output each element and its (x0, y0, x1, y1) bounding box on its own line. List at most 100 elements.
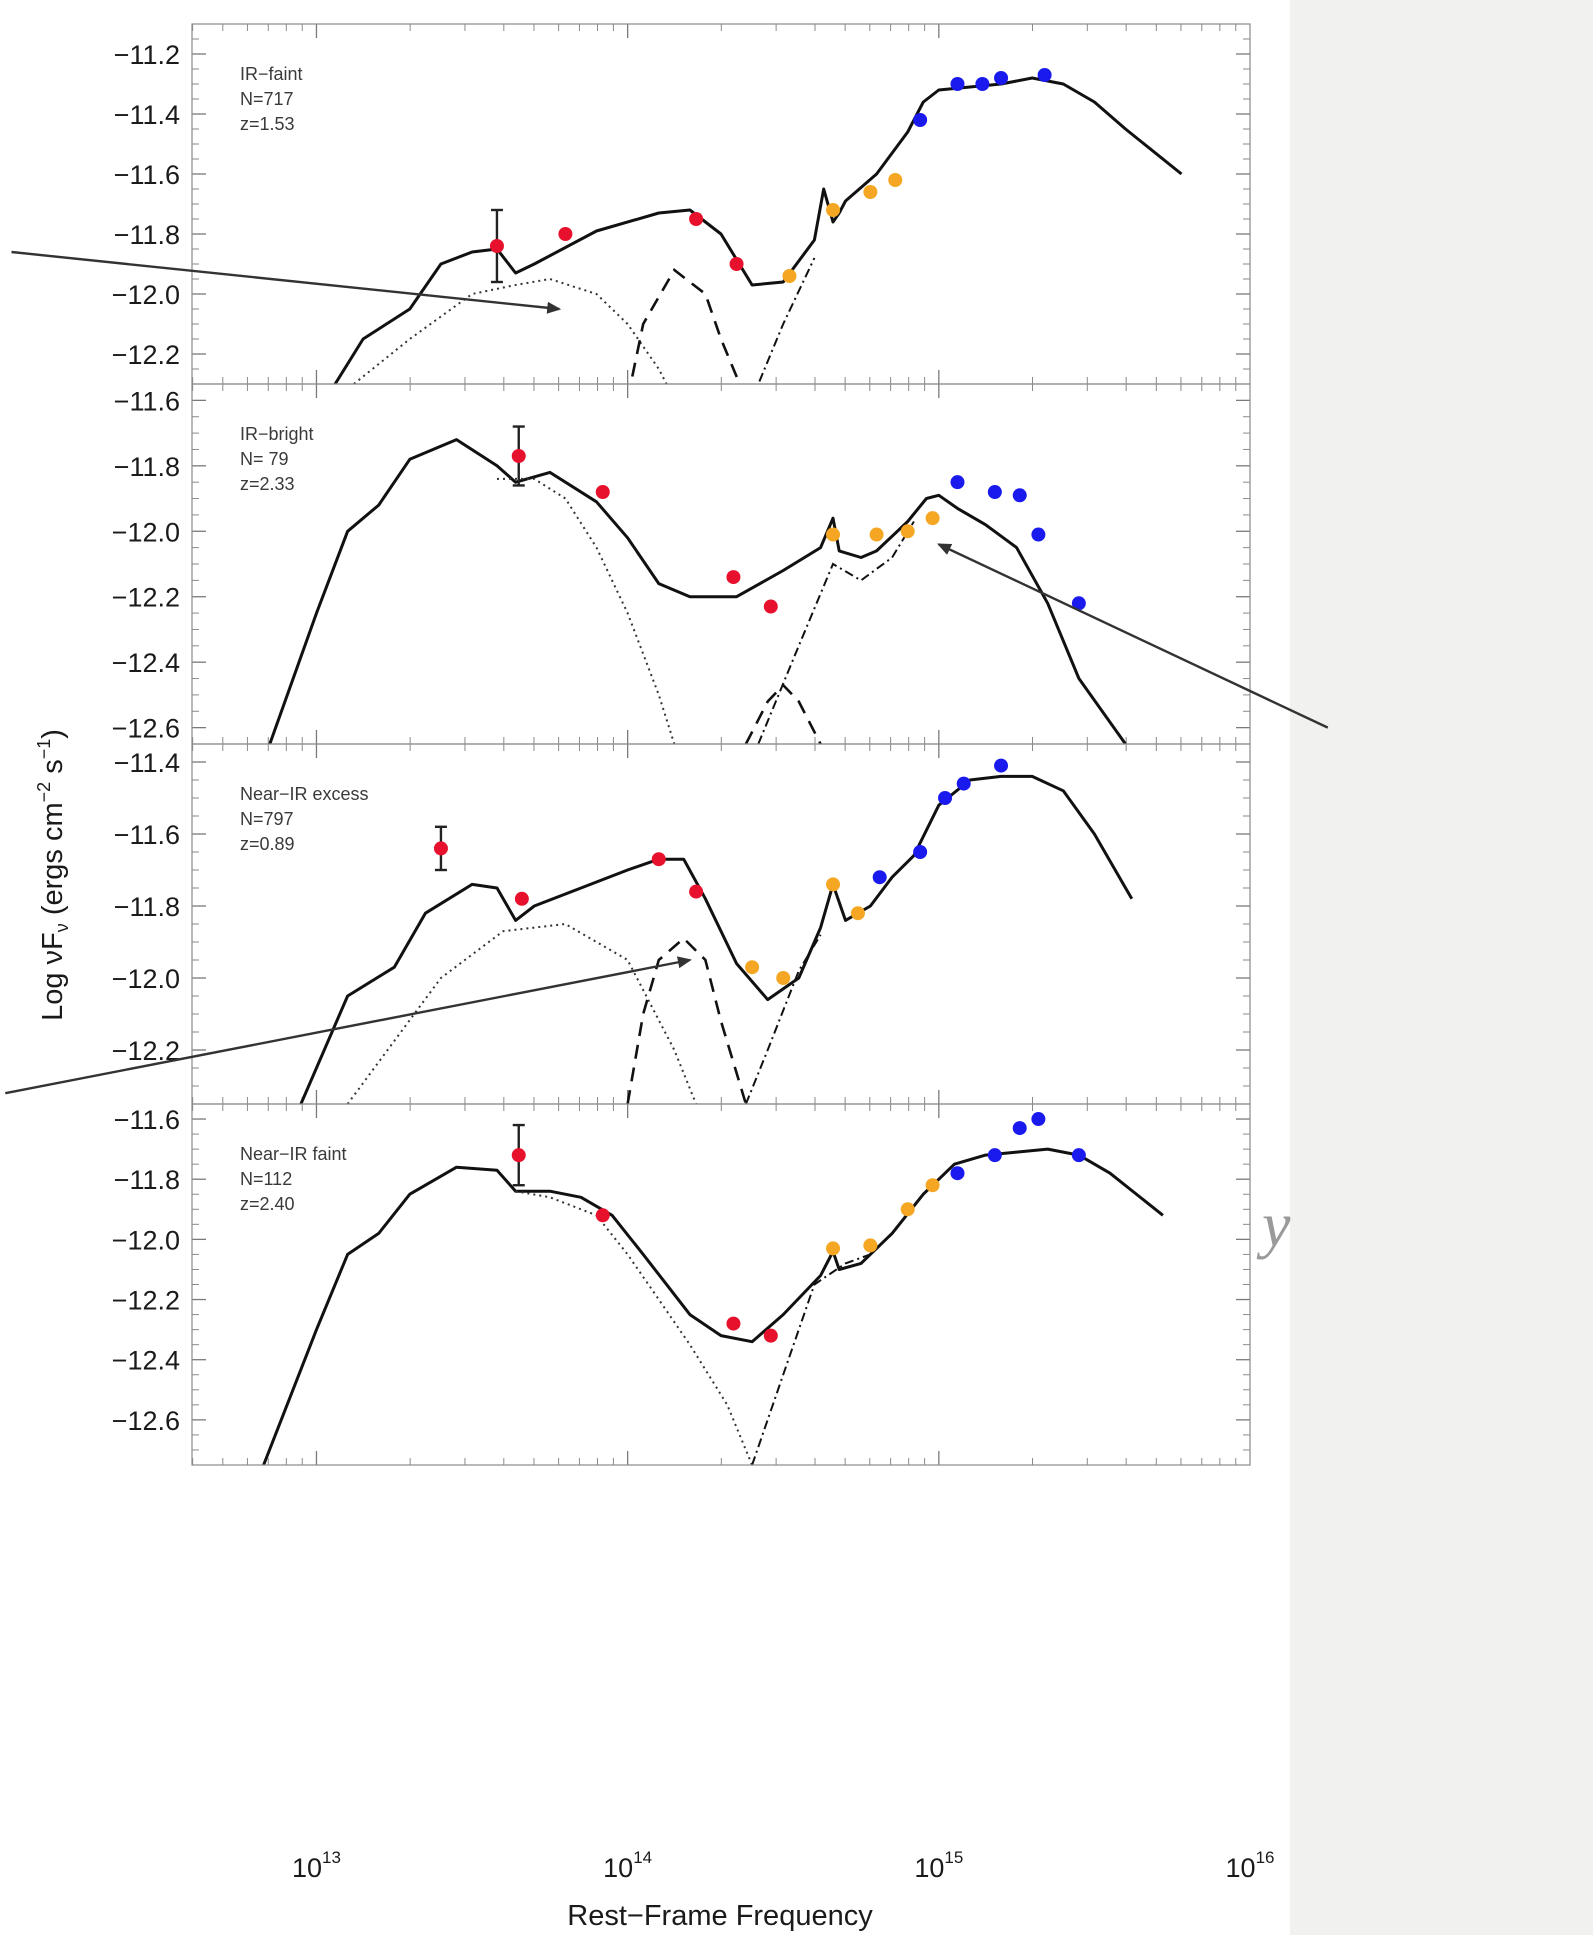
data-point-blue (872, 870, 887, 885)
x-tick-label: 1015 (914, 1848, 963, 1883)
data-point-orange (900, 524, 915, 539)
panel-frame (191, 1103, 1251, 1466)
y-tick-label: −11.6 (114, 160, 180, 190)
data-point-blue (1012, 1121, 1027, 1136)
panel-4: −12.6 −12.4 −12.2 −12.0 −11.8 −11.6 Near−IR fa… (112, 1103, 1251, 1466)
y-tick-label: −12.2 (112, 340, 180, 370)
panel-label: Near−IR excess (240, 784, 369, 804)
data-point-orange (745, 960, 760, 975)
y-tick-label: −11.8 (114, 220, 180, 250)
x-axis-label: Rest−Frame Frequency (567, 1900, 873, 1932)
data-point-red (489, 239, 504, 253)
data-point-red (763, 599, 778, 614)
data-point-red (511, 449, 526, 463)
curve-dashed (626, 936, 748, 1104)
y-tick-label: −11.6 (114, 820, 180, 850)
y-tick-label: −12.4 (112, 1346, 180, 1376)
curve-solid (333, 76, 1183, 384)
panel-label: N=112 (240, 1169, 292, 1189)
y-tick-label: −11.6 (114, 1105, 180, 1135)
data-point-blue (994, 71, 1009, 85)
x-tick-label: 1016 (1226, 1848, 1275, 1883)
y-tick-label: −11.4 (114, 748, 180, 778)
curve-dotted (352, 277, 668, 384)
panel-curves (333, 76, 1183, 384)
curve-dashdot (757, 257, 816, 384)
panel-curves (262, 1147, 1164, 1465)
panel-label: z=0.89 (240, 834, 295, 854)
ylabel-part-sup2: −1 (34, 739, 54, 760)
data-point-red (689, 884, 704, 899)
data-point-orange (925, 511, 940, 526)
data-point-orange (925, 1178, 940, 1193)
data-point-red (558, 227, 573, 241)
y-tick-label: −11.8 (114, 1165, 180, 1195)
data-point-blue (1071, 596, 1086, 611)
panel-label: z=1.53 (240, 114, 295, 134)
data-point-red (595, 1208, 610, 1223)
data-point-blue (950, 475, 965, 490)
panel-ticks: −12.6 −12.4 −12.2 −12.0 −11.8 −11.6 (112, 1103, 1250, 1466)
data-point-blue (913, 113, 928, 127)
curve-dashdot (744, 934, 822, 1104)
y-tick-label: −12.0 (112, 280, 180, 310)
y-tick-label: −12.0 (112, 517, 180, 547)
data-point-red (511, 1148, 526, 1163)
data-point-blue (938, 791, 953, 805)
y-tick-label: −11.8 (114, 452, 180, 482)
x-tick-label: 1013 (292, 1848, 341, 1883)
data-point-orange (863, 185, 878, 199)
y-tick-label: −12.0 (112, 1225, 180, 1255)
data-point-orange (888, 173, 903, 187)
data-point-red (514, 891, 529, 906)
y-axis-label: Log νFν (ergs cm−2 s−1) (34, 729, 72, 1021)
curve-dashdot (757, 520, 915, 744)
panel-curves (268, 438, 1127, 744)
panel-points (511, 425, 1086, 614)
data-point-red (763, 1328, 778, 1343)
curve-dotted (515, 1190, 754, 1465)
panel-1: −12.2 −12.0 −11.8 −11.6 −11.4 −11.2 IR−faint N=… (112, 23, 1251, 385)
ylabel-part-sup1: −2 (34, 782, 54, 803)
data-point-orange (776, 971, 791, 985)
curve-dashed (629, 268, 742, 384)
curve-dotted (346, 922, 698, 1104)
annotation-arrow (5, 956, 692, 1095)
panel-frame (191, 23, 1251, 385)
y-tick-label: −12.4 (112, 648, 180, 678)
ylabel-part-sub: ν (52, 923, 72, 932)
curve-dashdot (751, 1253, 871, 1465)
data-point-red (729, 257, 744, 271)
annotation-arrow (937, 543, 1329, 729)
data-point-blue (1031, 1112, 1046, 1127)
data-point-blue (1037, 68, 1052, 82)
panel-label: N=717 (240, 89, 294, 109)
data-point-blue (1031, 527, 1046, 542)
panel-ticks: −12.6 −12.4 −12.2 −12.0 −11.8 −11.6 (112, 383, 1250, 745)
data-point-orange (782, 269, 797, 283)
panel-label: z=2.40 (240, 1194, 295, 1214)
panel-points (433, 758, 1009, 985)
panel-label: IR−faint (240, 64, 303, 84)
data-point-red (689, 212, 704, 226)
data-point-orange (826, 527, 841, 542)
data-point-blue (1012, 488, 1027, 503)
x-tick-label: 1014 (603, 1848, 652, 1883)
curve-solid (262, 1147, 1164, 1465)
y-tick-label: −12.2 (112, 583, 180, 613)
y-tick-label: −12.2 (112, 1286, 180, 1316)
data-point-blue (975, 77, 990, 91)
curve-dotted (497, 477, 676, 744)
data-point-red (595, 485, 610, 499)
data-point-blue (987, 485, 1002, 499)
data-point-blue (950, 77, 965, 91)
data-point-orange (826, 203, 841, 217)
y-tick-label: −12.0 (112, 964, 180, 994)
data-point-blue (987, 1148, 1002, 1163)
panel-ticks: −12.2−12.0−11.8−11.6−11.4 (112, 743, 1250, 1104)
panel-label: N= 79 (240, 449, 289, 469)
panel-2: −12.6 −12.4 −12.2 −12.0 −11.8 −11.6 IR−bright N… (112, 383, 1251, 745)
data-point-red (726, 1316, 741, 1331)
data-point-blue (956, 776, 971, 791)
